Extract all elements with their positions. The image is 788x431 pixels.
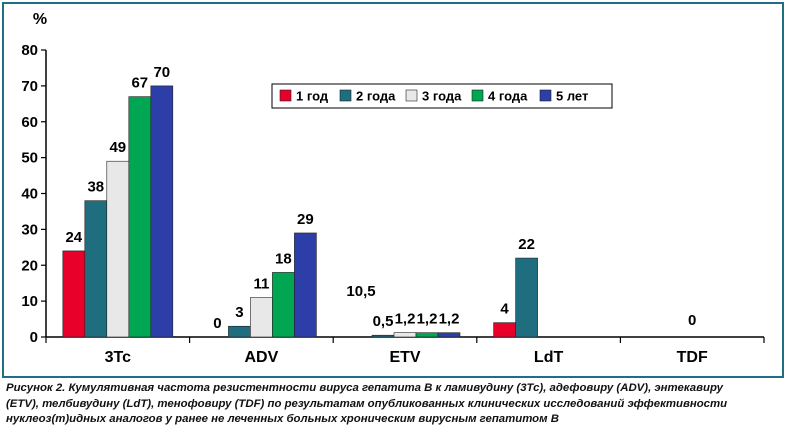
legend-swatch-5: [539, 89, 552, 102]
data-label: 49: [109, 139, 126, 156]
caption-line-1: Рисунок 2. Кумулятивная частота резистен…: [6, 382, 723, 394]
y-tick-label: 50: [21, 150, 38, 167]
x-tick-label: ETV: [389, 349, 420, 366]
legend-label-4: 4 года: [488, 89, 528, 104]
y-tick-label: 30: [21, 221, 38, 238]
data-label: 70: [153, 64, 170, 81]
legend-label-2: 2 года: [356, 89, 396, 104]
y-tick-label: 0: [30, 329, 38, 346]
data-label: 29: [297, 211, 314, 228]
y-tick-label: 10: [21, 293, 38, 310]
x-tick-label: LdT: [534, 349, 564, 366]
data-label: 4: [500, 301, 509, 318]
bar-3Tc-4: [128, 96, 152, 338]
data-label: 11: [253, 276, 269, 293]
y-tick-label: 40: [21, 186, 38, 203]
legend-box: [271, 83, 613, 109]
annotation-label: 0: [688, 312, 696, 329]
bar-3Tc-3: [106, 160, 130, 338]
x-tick-label: 3Tc: [105, 349, 131, 366]
data-labels: 24 0 4 38 3 0,5 22 49 11 1,2 67 18 1,2 70 29 1,2 0 10,5: [65, 64, 696, 332]
data-label: 3: [235, 304, 243, 321]
legend-label-1: 1 год: [296, 89, 329, 104]
legend-label-5: 5 лет: [556, 89, 588, 104]
x-tick-label: ADV: [245, 349, 279, 366]
y-tick-label: 60: [21, 114, 38, 131]
legend-swatch-1: [279, 89, 292, 102]
legend: 1 год 2 года 3 года 4 года 5 лет: [271, 83, 613, 109]
figure-caption: Рисунок 2. Кумулятивная частота резистен…: [6, 381, 782, 428]
bar-3Tc-1: [62, 250, 86, 338]
data-label: 1,2: [439, 311, 460, 328]
y-tick-label: 70: [21, 78, 38, 95]
bar-LdT-1: [493, 322, 516, 338]
legend-swatch-3: [405, 89, 418, 102]
bar-ETV-5: [437, 332, 461, 338]
bar-ETV-2: [371, 334, 395, 338]
data-label: 1,2: [417, 311, 438, 328]
y-tick-label: 80: [21, 42, 38, 59]
bar-ETV-3: [393, 332, 417, 338]
y-axis-label: %: [33, 11, 47, 28]
chart-frame: 0 10 20 30 40 50 60 70 80% 3Tc ADV ETV LdT TDF 24 0 4 38…: [2, 2, 784, 378]
bar-ADV-4: [272, 272, 295, 338]
bar-ADV-2: [228, 325, 251, 338]
bar-ADV-5: [294, 232, 317, 338]
data-label: 0: [213, 315, 221, 332]
data-label: 18: [275, 250, 292, 267]
legend-label-3: 3 года: [422, 89, 462, 104]
x-tick-label: TDF: [677, 349, 708, 366]
bar-LdT-2: [515, 257, 538, 338]
legend-swatch-4: [471, 89, 484, 102]
data-label: 38: [87, 179, 104, 196]
data-label: 22: [518, 236, 535, 253]
bar-3Tc-5: [150, 85, 174, 338]
bar-ADV-3: [250, 297, 273, 338]
annotation-label: 10,5: [346, 283, 375, 300]
legend-swatch-2: [339, 89, 352, 102]
data-label: 1,2: [395, 311, 416, 328]
bar-ETV-4: [415, 332, 439, 338]
data-label: 0,5: [373, 313, 394, 330]
bar-3Tc-2: [84, 200, 108, 338]
data-label: 67: [131, 75, 148, 92]
caption-line-2: (ETV), телбивудину (LdT), тенофовиру (TD…: [6, 397, 728, 410]
data-label: 24: [65, 229, 82, 246]
bars: [62, 85, 538, 338]
y-tick-label: 20: [21, 257, 38, 274]
caption-line-3: нуклеоз(т)идных аналогов у ранее не лече…: [6, 413, 559, 425]
